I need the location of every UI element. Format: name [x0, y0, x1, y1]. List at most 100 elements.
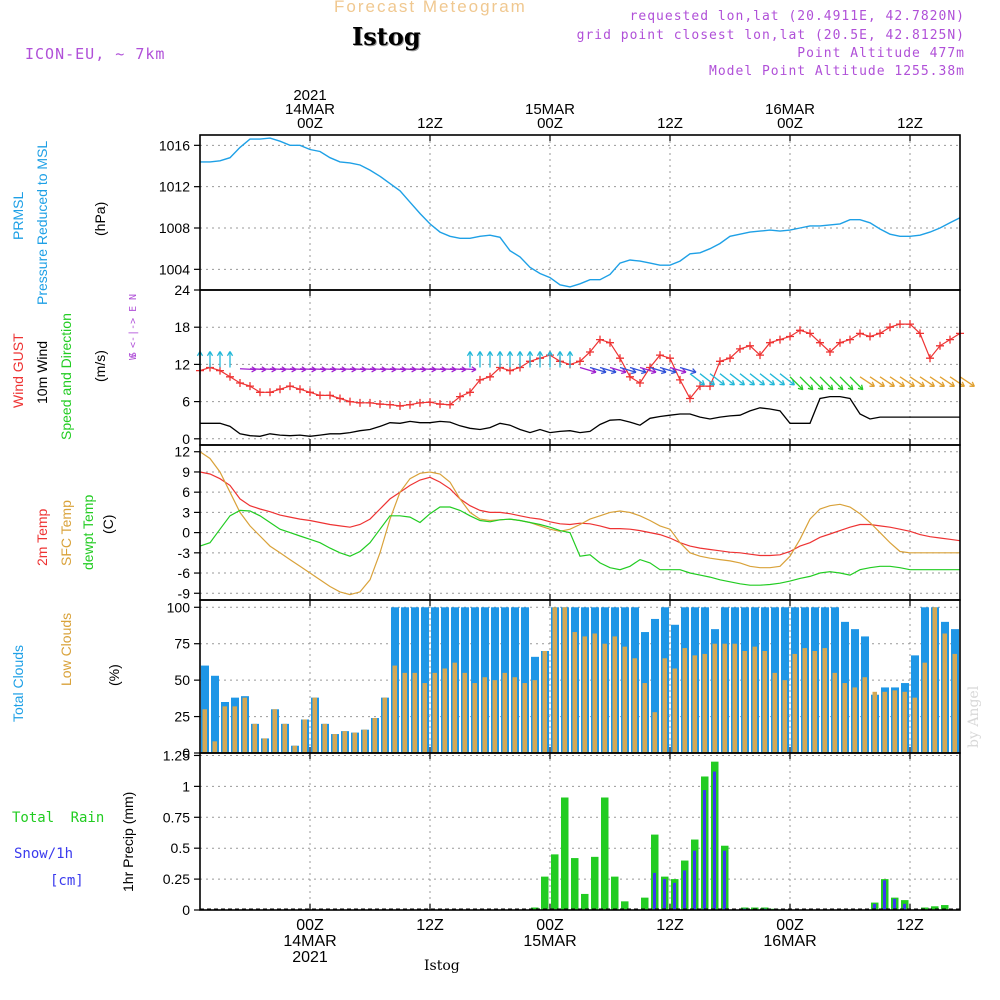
wind-direction-arrow	[719, 373, 735, 386]
low-cloud-bar	[542, 651, 547, 753]
wind-direction-arrow	[949, 376, 965, 387]
total-cloud-bar	[521, 607, 529, 753]
wind-direction-arrow	[599, 366, 617, 373]
wind-direction-arrowhead	[680, 368, 687, 375]
wind-direction-arrowhead	[837, 384, 844, 391]
wind-direction-arrow	[789, 376, 804, 391]
time-label-top: 12Z	[897, 115, 923, 132]
wind-gust-marker	[336, 394, 344, 403]
y-tick-label: 6	[182, 394, 190, 410]
low-cloud-bar	[652, 712, 657, 753]
wind-direction-arrowhead	[590, 368, 597, 375]
y-tick-label: 6	[182, 484, 190, 500]
time-label-bottom: 12Z	[656, 917, 684, 934]
snow-bar	[723, 850, 726, 910]
station-name: Istog	[352, 22, 421, 51]
low-cloud-bar	[202, 709, 207, 753]
wind-gust-marker	[806, 329, 814, 338]
wind-direction-arrowhead	[807, 384, 814, 391]
wind-direction-arrowhead	[660, 368, 667, 375]
snow-bar	[883, 880, 886, 910]
low-cloud-bar	[902, 691, 907, 753]
wind-gust-marker	[416, 398, 424, 407]
low-cloud-bar	[452, 662, 457, 753]
wind-direction-arrowhead	[857, 384, 864, 391]
low-cloud-bar	[772, 672, 777, 753]
wind-direction-arrow	[659, 366, 677, 373]
wind-direction-arrowhead	[779, 380, 786, 386]
time-label-bottom: 12Z	[416, 917, 444, 934]
wind-gust-marker	[456, 392, 464, 401]
y-tick-label: 1016	[159, 137, 190, 153]
rain-bar	[601, 797, 609, 910]
rain-bar	[641, 897, 649, 910]
wind-gust-marker	[906, 320, 914, 329]
low-cloud-bar	[802, 648, 807, 753]
wind-direction-arrow	[919, 376, 935, 387]
wind-gust-marker	[776, 335, 784, 344]
time-label-bottom: 00Z	[776, 917, 804, 934]
point-altitude: Point Altitude 477m	[797, 46, 965, 61]
low-cloud-bar	[312, 697, 317, 753]
total-cloud-bar	[421, 607, 429, 753]
rain-bar	[611, 876, 619, 910]
y-tick-label: -9	[178, 585, 191, 601]
wind-gust-marker	[296, 385, 304, 394]
low-cloud-bar	[482, 677, 487, 753]
wind-direction-arrow	[759, 373, 775, 386]
low-cloud-bar	[372, 718, 377, 753]
wind-gust-marker	[606, 338, 614, 347]
time-label-top: 16MAR	[765, 101, 815, 118]
low-cloud-bar	[282, 723, 287, 753]
wind-direction-arrow	[829, 376, 844, 391]
wind-direction-arrow	[909, 376, 925, 387]
time-label-bottom: 16MAR	[763, 933, 816, 950]
wind-direction-arrowhead	[739, 380, 746, 386]
wind-gust-marker	[576, 357, 584, 366]
wind-gust-marker	[586, 348, 594, 356]
wind-direction-arrowhead	[670, 368, 677, 375]
wind-direction-arrow	[689, 373, 705, 386]
low-cloud-bar	[402, 672, 407, 753]
wind-direction-arrow	[839, 376, 854, 391]
rain-bar	[941, 905, 949, 910]
time-label-top: 2021	[293, 87, 326, 104]
wind-direction-arrowhead	[486, 351, 494, 357]
y-tick-label: 0	[182, 525, 190, 541]
wind-gust-marker	[916, 329, 924, 338]
low-cloud-bar	[492, 680, 497, 753]
rain-bar	[561, 797, 569, 910]
grid-point: grid point closest lon,lat (20.5E, 42.81…	[576, 28, 965, 43]
wind-direction-arrowhead	[899, 381, 905, 388]
low-cloud-bar	[432, 672, 437, 753]
total-cloud-bar	[211, 675, 219, 753]
wind-gust-marker	[346, 397, 354, 406]
wind-gust-marker	[886, 323, 894, 332]
wind-gust-marker	[616, 354, 624, 363]
wind-direction-arrow	[709, 373, 725, 386]
wind-direction-arrow	[959, 376, 975, 387]
wind-direction-arrowhead	[869, 381, 875, 388]
wind-direction-arrow	[749, 373, 765, 386]
y-tick-label: 3	[182, 504, 190, 520]
y-tick-label: 50	[174, 672, 190, 688]
wind-direction-arrowhead	[690, 368, 697, 375]
wind-direction-arrowhead	[556, 351, 564, 357]
low-cloud-bar	[942, 633, 947, 753]
low-cloud-bar	[322, 723, 327, 753]
rain-bar	[551, 854, 559, 910]
snow-bar	[873, 903, 876, 910]
wind-gust-marker	[256, 388, 264, 397]
wind-direction-arrow	[629, 366, 647, 373]
wind-direction-arrowhead	[506, 351, 514, 357]
temp-2m-line	[199, 471, 961, 557]
wind-direction-arrowhead	[630, 368, 637, 375]
wind-direction-arrow	[699, 373, 715, 386]
wind-gust-marker	[786, 332, 794, 341]
wind-gust-marker	[796, 326, 804, 335]
wind-direction-arrowhead	[496, 351, 504, 357]
wind-gust-marker	[756, 351, 764, 360]
y-tick-label: 18	[174, 319, 190, 335]
wind-direction-arrowhead	[610, 368, 617, 375]
y-tick-label: 1008	[159, 220, 190, 236]
